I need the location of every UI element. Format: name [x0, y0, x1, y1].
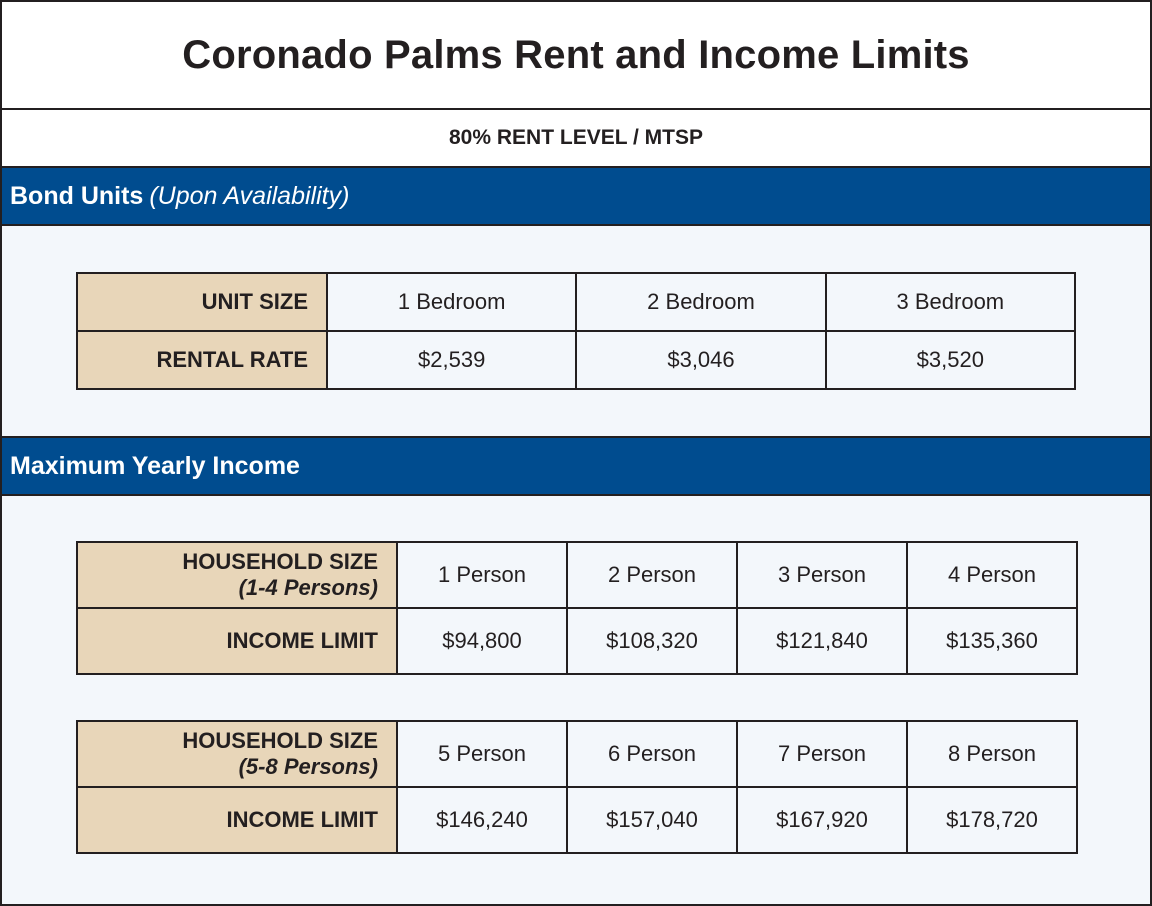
household-size-cell: 7 Person	[736, 720, 908, 788]
household-size-cell: 8 Person	[906, 720, 1078, 788]
income-limit-cell: $146,240	[396, 786, 568, 854]
rental-rate-cell: $3,520	[824, 330, 1077, 390]
bond-units-section-header: Bond Units (Upon Availability)	[2, 168, 1150, 226]
bond-units-note: (Upon Availability)	[149, 181, 350, 210]
unit-size-cell: 1 Bedroom	[325, 272, 578, 332]
page-title: Coronado Palms Rent and Income Limits	[182, 32, 970, 77]
income-limit-cell: $135,360	[906, 607, 1078, 675]
max-yearly-income-section-header: Maximum Yearly Income	[2, 436, 1150, 496]
income-limit-cell: $167,920	[736, 786, 908, 854]
income-limit-cell: $178,720	[906, 786, 1078, 854]
household-size-header: HOUSEHOLD SIZE (5-8 Persons)	[76, 720, 398, 788]
table-row: HOUSEHOLD SIZE (1-4 Persons) 1 Person 2 …	[76, 541, 1078, 609]
rent-level-label: 80% RENT LEVEL / MTSP	[449, 126, 703, 149]
household-size-label: HOUSEHOLD SIZE	[182, 728, 378, 753]
table-row: HOUSEHOLD SIZE (5-8 Persons) 5 Person 6 …	[76, 720, 1078, 788]
bond-units-table: UNIT SIZE 1 Bedroom 2 Bedroom 3 Bedroom …	[76, 272, 1077, 390]
income-table-1-4: HOUSEHOLD SIZE (1-4 Persons) 1 Person 2 …	[76, 541, 1078, 675]
bond-units-label: Bond Units	[10, 181, 144, 210]
table-row: INCOME LIMIT $146,240 $157,040 $167,920 …	[76, 786, 1078, 854]
household-size-note: (1-4 Persons)	[238, 575, 378, 600]
household-size-label: HOUSEHOLD SIZE	[182, 549, 378, 574]
unit-size-header: UNIT SIZE	[76, 272, 328, 332]
table-row: UNIT SIZE 1 Bedroom 2 Bedroom 3 Bedroom	[76, 272, 1077, 332]
max-yearly-income-label: Maximum Yearly Income	[10, 451, 300, 480]
household-size-cell: 2 Person	[566, 541, 738, 609]
household-size-cell: 5 Person	[396, 720, 568, 788]
income-limit-header: INCOME LIMIT	[76, 607, 398, 675]
income-limit-header: INCOME LIMIT	[76, 786, 398, 854]
rental-rate-cell: $2,539	[325, 330, 578, 390]
table-row: RENTAL RATE $2,539 $3,046 $3,520	[76, 330, 1077, 390]
household-size-cell: 6 Person	[566, 720, 738, 788]
rental-rate-header: RENTAL RATE	[76, 330, 328, 390]
household-size-header: HOUSEHOLD SIZE (1-4 Persons)	[76, 541, 398, 609]
household-size-note: (5-8 Persons)	[238, 754, 378, 779]
subtitle-bar: 80% RENT LEVEL / MTSP	[2, 110, 1150, 168]
title-bar: Coronado Palms Rent and Income Limits	[2, 2, 1150, 110]
income-limit-cell: $121,840	[736, 607, 908, 675]
rental-rate-cell: $3,046	[575, 330, 827, 390]
table-row: INCOME LIMIT $94,800 $108,320 $121,840 $…	[76, 607, 1078, 675]
income-table-5-8: HOUSEHOLD SIZE (5-8 Persons) 5 Person 6 …	[76, 720, 1078, 854]
household-size-cell: 3 Person	[736, 541, 908, 609]
income-limit-cell: $157,040	[566, 786, 738, 854]
unit-size-cell: 2 Bedroom	[575, 272, 827, 332]
income-limit-cell: $108,320	[566, 607, 738, 675]
household-size-cell: 1 Person	[396, 541, 568, 609]
household-size-cell: 4 Person	[906, 541, 1078, 609]
income-limit-cell: $94,800	[396, 607, 568, 675]
unit-size-cell: 3 Bedroom	[824, 272, 1077, 332]
